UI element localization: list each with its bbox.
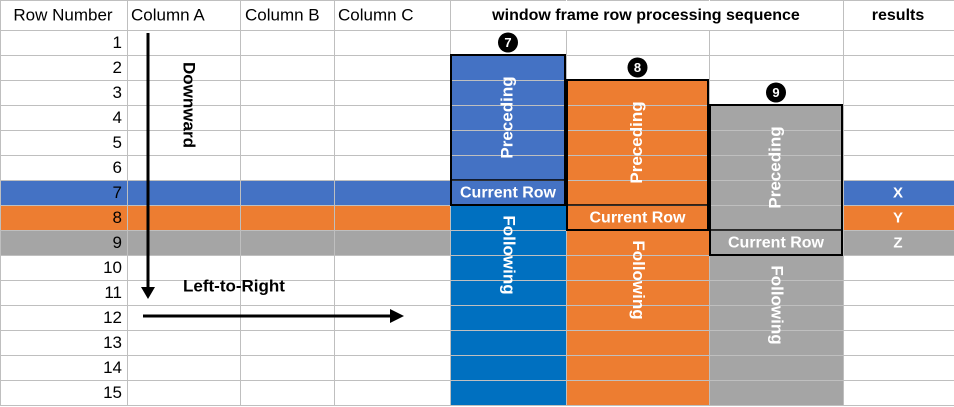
frame-border [709, 104, 843, 256]
frame-border [566, 79, 709, 231]
badge [498, 32, 518, 53]
badge-number: 9 [772, 85, 779, 100]
row-number: 4 [113, 108, 122, 127]
current-row-label: Current Row [460, 185, 557, 202]
row-number: 5 [113, 133, 122, 152]
following-block [566, 230, 709, 405]
row-number: 14 [103, 358, 122, 377]
row-number: 2 [113, 58, 122, 77]
result-value: Z [893, 234, 902, 251]
row-number: 12 [103, 308, 122, 327]
following-label: Following [629, 240, 648, 319]
row-number: 1 [113, 33, 122, 52]
following-label: Following [500, 215, 519, 294]
arrow-head [390, 309, 404, 323]
preceding-label: Preceding [765, 126, 784, 208]
badge [627, 57, 648, 78]
row-number: 6 [113, 158, 122, 177]
result-value: X [893, 184, 903, 201]
column-header: window frame row processing sequence [491, 7, 800, 24]
result-value: Y [893, 209, 903, 226]
row-number: 7 [113, 183, 122, 202]
current-row-label: Current Row [590, 210, 687, 227]
arrow-head [141, 287, 155, 299]
row-number: 13 [103, 333, 122, 352]
preceding-label: Preceding [627, 101, 646, 183]
row-number: 11 [104, 283, 122, 302]
annotation: Left-to-Right [183, 276, 285, 295]
column-header: Column B [245, 5, 320, 24]
row-number: 10 [103, 258, 122, 277]
row-number: 15 [103, 383, 122, 402]
column-header: Column C [338, 5, 414, 24]
column-header: Column A [131, 5, 205, 24]
column-header: Row Number [13, 5, 113, 24]
annotation: Downward [180, 62, 199, 148]
row-number: 9 [113, 233, 122, 252]
row-number: 8 [113, 208, 122, 227]
preceding-label: Preceding [497, 76, 516, 158]
current-row-label: Current Row [728, 235, 825, 252]
badge [766, 82, 786, 103]
badge-number: 8 [634, 60, 641, 75]
frame-border [450, 54, 566, 206]
column-header: results [872, 7, 925, 24]
row-number: 3 [113, 83, 122, 102]
following-label: Following [768, 265, 787, 344]
badge-number: 7 [504, 35, 511, 50]
